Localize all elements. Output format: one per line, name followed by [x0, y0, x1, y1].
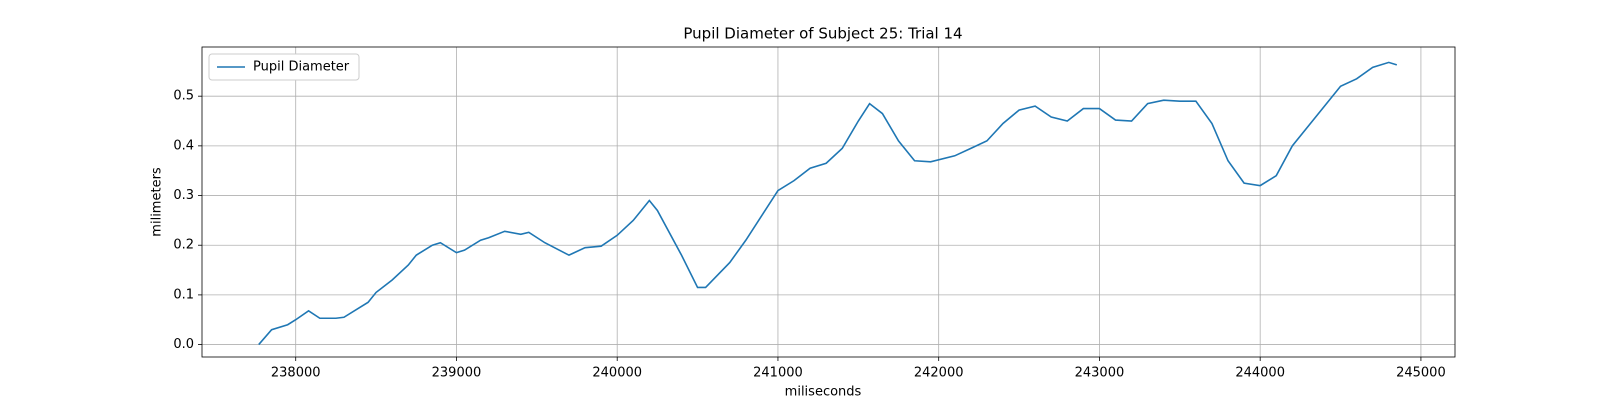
- y-tick-label: 0.4: [173, 138, 194, 153]
- x-tick-label: 245000: [1396, 366, 1446, 381]
- y-axis-label: milimeters: [150, 167, 165, 237]
- y-tick-label: 0.1: [173, 287, 194, 302]
- legend-label: Pupil Diameter: [253, 60, 350, 75]
- data-line: [258, 61, 1398, 346]
- x-tick-label: 239000: [432, 366, 482, 381]
- y-tick-label: 0.5: [173, 89, 194, 104]
- x-tick-label: 243000: [1075, 366, 1125, 381]
- x-tick-label: 241000: [753, 366, 803, 381]
- y-tick-label: 0.0: [173, 337, 194, 352]
- plot-frame: [201, 46, 1456, 358]
- x-tick-label: 242000: [914, 366, 964, 381]
- x-tick-label: 238000: [271, 366, 321, 381]
- legend-box: [208, 53, 360, 81]
- x-tick-label: 240000: [592, 366, 642, 381]
- x-tick-label: 244000: [1235, 366, 1285, 381]
- x-axis-label: miliseconds: [785, 385, 862, 400]
- y-tick-label: 0.3: [173, 188, 194, 203]
- y-tick-label: 0.2: [173, 238, 194, 253]
- chart-title: Pupil Diameter of Subject 25: Trial 14: [683, 25, 962, 43]
